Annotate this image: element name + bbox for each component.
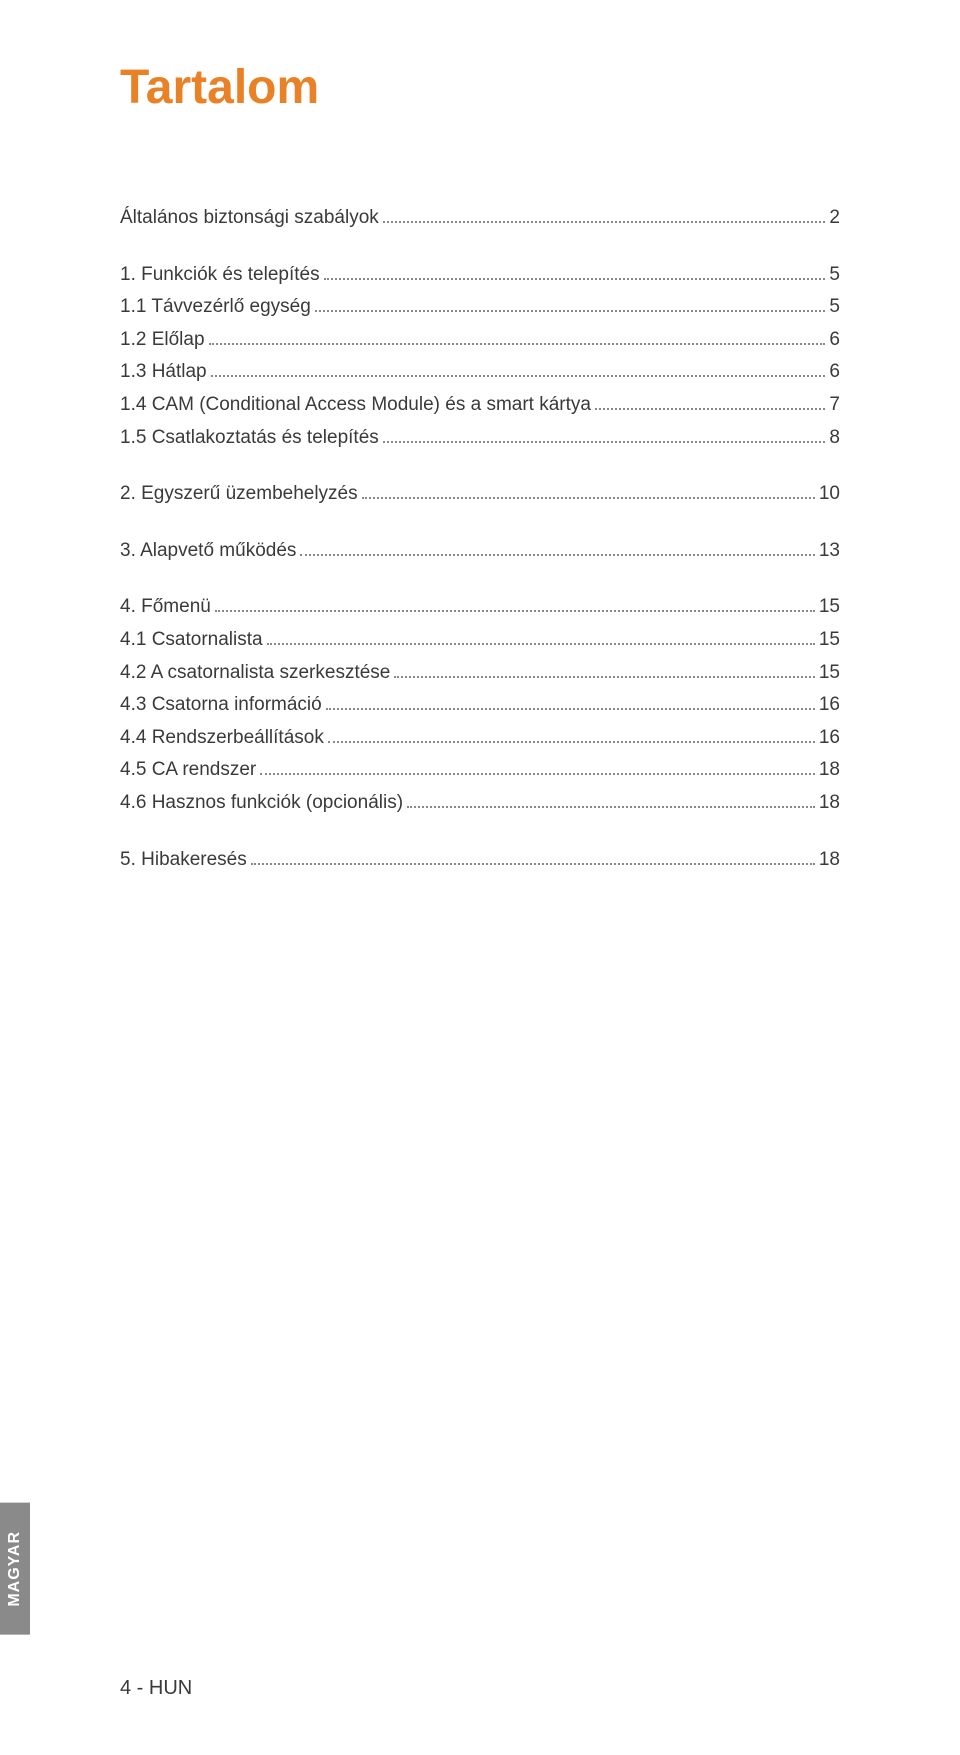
toc-entry-label: 1.4 CAM (Conditional Access Module) és a…	[120, 392, 591, 419]
toc-entry: 4.1 Csatornalista 15	[120, 627, 840, 654]
toc-leader	[211, 360, 826, 377]
toc-entry: 1. Funkciók és telepítés 5	[120, 262, 840, 289]
toc-entry-page: 5	[829, 262, 840, 289]
toc-leader	[328, 726, 815, 743]
toc-entry-page: 6	[829, 327, 840, 354]
toc-entry: 2. Egyszerű üzembehelyzés 10	[120, 481, 840, 508]
toc-leader	[326, 693, 815, 710]
toc-leader	[260, 758, 815, 775]
toc-leader	[394, 660, 814, 677]
toc-entry-page: 2	[829, 205, 840, 232]
toc-entry-label: 1.5 Csatlakoztatás és telepítés	[120, 425, 379, 452]
page-footer: 4 - HUN	[120, 1677, 192, 1700]
toc-entry-label: 4.6 Hasznos funkciók (opcionális)	[120, 790, 403, 817]
toc-group: 4. Főmenü154.1 Csatornalista154.2 A csat…	[120, 594, 840, 816]
toc-entry-page: 6	[829, 359, 840, 386]
toc-entry: 1.4 CAM (Conditional Access Module) és a…	[120, 392, 840, 419]
toc-entry-label: 3. Alapvető működés	[120, 538, 296, 565]
toc-entry-label: 1. Funkciók és telepítés	[120, 262, 320, 289]
toc-entry-page: 13	[819, 538, 840, 565]
toc-entry: 4. Főmenü 15	[120, 594, 840, 621]
toc-entry-label: 4.3 Csatorna információ	[120, 692, 322, 719]
toc-leader	[595, 393, 825, 410]
toc-group: 3. Alapvető működés 13	[120, 538, 840, 565]
toc-entry-page: 5	[829, 294, 840, 321]
toc-group: 5. Hibakeresés 18	[120, 847, 840, 874]
toc-leader	[251, 847, 815, 864]
toc-entry: 5. Hibakeresés 18	[120, 847, 840, 874]
toc-entry-label: 5. Hibakeresés	[120, 847, 247, 874]
toc-leader	[315, 295, 826, 312]
toc-entry: 1.5 Csatlakoztatás és telepítés 8	[120, 425, 840, 452]
toc-entry-label: 2. Egyszerű üzembehelyzés	[120, 481, 358, 508]
toc-leader	[324, 263, 826, 280]
toc-leader	[383, 206, 826, 223]
toc-entry: 4.4 Rendszerbeállítások 16	[120, 725, 840, 752]
toc-leader	[362, 482, 815, 499]
toc-entry-page: 10	[819, 481, 840, 508]
toc-entry-page: 15	[819, 627, 840, 654]
toc-entry-page: 18	[819, 757, 840, 784]
toc-group: Általános biztonsági szabályok 2	[120, 205, 840, 232]
toc-entry-page: 8	[829, 425, 840, 452]
toc-leader	[407, 791, 815, 808]
toc-entry-page: 18	[819, 847, 840, 874]
toc-entry: 4.2 A csatornalista szerkesztése 15	[120, 660, 840, 687]
toc-entry-page: 15	[819, 660, 840, 687]
toc-group: 2. Egyszerű üzembehelyzés 10	[120, 481, 840, 508]
toc-entry-label: 1.3 Hátlap	[120, 359, 207, 386]
language-tab: MAGYAR	[0, 1503, 30, 1635]
toc-entry-label: 4.5 CA rendszer	[120, 757, 256, 784]
toc-entry-label: 4.4 Rendszerbeállítások	[120, 725, 324, 752]
toc-entry-label: 4.2 A csatornalista szerkesztése	[120, 660, 390, 687]
toc-leader	[300, 539, 814, 556]
toc-entry: 4.6 Hasznos funkciók (opcionális) 18	[120, 790, 840, 817]
toc-leader	[383, 425, 826, 442]
toc-group: 1. Funkciók és telepítés51.1 Távvezérlő …	[120, 262, 840, 452]
page-title: Tartalom	[120, 60, 840, 115]
toc-leader	[267, 628, 815, 645]
toc-entry-page: 16	[819, 725, 840, 752]
toc-entry: 1.1 Távvezérlő egység 5	[120, 294, 840, 321]
toc-leader	[209, 328, 826, 345]
toc-entry-label: Általános biztonsági szabályok	[120, 205, 379, 232]
toc-entry-label: 1.1 Távvezérlő egység	[120, 294, 311, 321]
toc-entry: 4.3 Csatorna információ 16	[120, 692, 840, 719]
table-of-contents: Általános biztonsági szabályok 2 1. Funkci…	[120, 205, 840, 873]
toc-entry-page: 7	[829, 392, 840, 419]
toc-entry-label: 1.2 Előlap	[120, 327, 205, 354]
toc-entry-page: 15	[819, 594, 840, 621]
toc-entry-label: 4. Főmenü	[120, 594, 211, 621]
toc-leader	[215, 595, 815, 612]
toc-entry-label: 4.1 Csatornalista	[120, 627, 263, 654]
toc-entry-page: 16	[819, 692, 840, 719]
toc-entry: 1.2 Előlap 6	[120, 327, 840, 354]
toc-entry: 1.3 Hátlap 6	[120, 359, 840, 386]
toc-entry: 4.5 CA rendszer 18	[120, 757, 840, 784]
toc-entry: Általános biztonsági szabályok 2	[120, 205, 840, 232]
toc-entry: 3. Alapvető működés 13	[120, 538, 840, 565]
toc-entry-page: 18	[819, 790, 840, 817]
